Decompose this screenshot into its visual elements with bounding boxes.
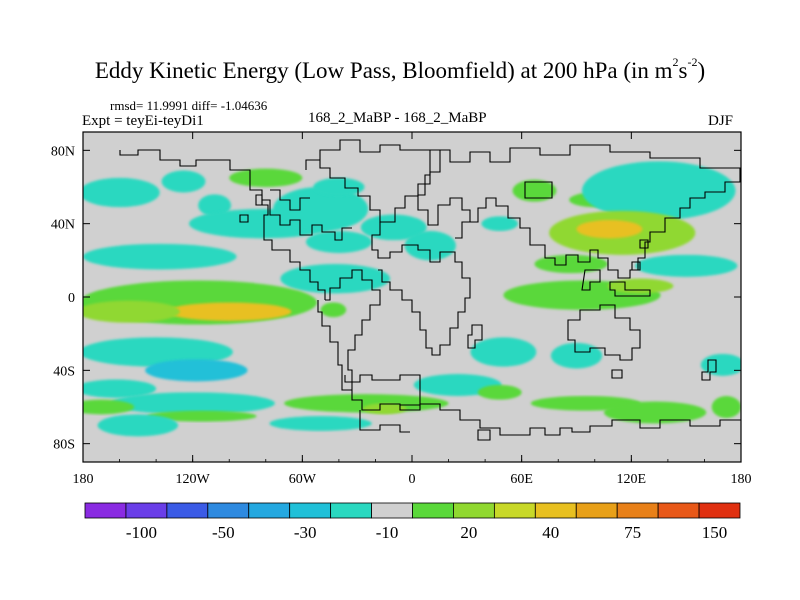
colorbar-box-5: [289, 502, 332, 519]
colorbar: -100 -50 -30 -10 20 40 75 150: [84, 502, 741, 542]
coastlines: [119, 139, 741, 441]
colorbar-box-6: [330, 502, 372, 519]
x-tick-label-1: 120W: [176, 472, 211, 487]
anomaly-region-12: [481, 216, 519, 232]
experiment-label: Expt = teyEi-teyDi1: [82, 113, 204, 129]
anomaly-region-23: [167, 302, 292, 321]
colorbar-box-15: [698, 502, 741, 519]
y-tick-label-0: 80N: [51, 144, 75, 159]
anomaly-region-18: [634, 254, 738, 277]
anomaly-region-42: [711, 396, 741, 418]
anomaly-region-35: [477, 385, 522, 400]
y-tick-label-4: 80S: [53, 438, 75, 453]
anomaly-region-11: [404, 231, 456, 261]
anomaly-region-9: [360, 214, 427, 241]
chart-title: Eddy Kinetic Energy (Low Pass, Bloomfiel…: [94, 55, 706, 83]
anomaly-region-31: [146, 410, 257, 422]
x-tick-label-0: 180: [73, 472, 94, 487]
anomaly-region-36: [284, 394, 449, 413]
anomaly-region-30: [83, 399, 135, 415]
colorbar-box-12: [575, 502, 618, 519]
colorbar-label-7: 150: [702, 523, 728, 542]
anomaly-region-25: [320, 302, 347, 318]
colorbar-box-1: [125, 502, 168, 519]
y-tick-label-3: 40S: [53, 364, 75, 379]
center-label: 168_2_MaBP - 168_2_MaBP: [308, 110, 487, 126]
stats-label: rmsd= 11.9991 diff= -1.04636: [110, 98, 268, 113]
colorbar-label-5: 40: [542, 523, 559, 542]
colorbar-label-4: 20: [460, 523, 477, 542]
x-tick-label-6: 180: [731, 472, 752, 487]
anomaly-region-21: [607, 278, 674, 294]
season-label: DJF: [708, 113, 734, 129]
anomaly-region-13: [512, 179, 557, 202]
anomaly-region-38: [97, 414, 179, 437]
anomaly-region-10: [313, 177, 365, 197]
anomaly-region-26: [83, 337, 233, 367]
colorbar-box-14: [657, 502, 700, 519]
anomaly-region-7: [305, 231, 372, 253]
colorbar-label-3: -10: [376, 523, 399, 542]
colorbar-box-11: [534, 502, 577, 519]
anomaly-region-39: [269, 416, 372, 431]
axes: 180 120W 60W 0 60E 120E 180 80N 40N 0 40S 80S: [51, 132, 752, 487]
anomaly-region-0: [83, 177, 160, 208]
x-tick-label-2: 60W: [289, 472, 317, 487]
anomaly-region-15: [581, 161, 736, 221]
colorbar-label-1: -50: [212, 523, 235, 542]
colorbar-label-0: -100: [126, 523, 157, 542]
colorbar-box-10: [493, 502, 536, 519]
colorbar-box-7: [371, 502, 413, 519]
x-tick-label-5: 120E: [617, 472, 647, 487]
anomaly-region-34: [550, 342, 603, 369]
anomaly-region-3: [229, 168, 303, 187]
anomaly-region-43: [700, 353, 741, 376]
colorbar-label-2: -30: [294, 523, 317, 542]
y-tick-label-1: 40N: [51, 218, 75, 233]
anomaly-region-24: [83, 300, 180, 323]
colorbar-box-13: [616, 502, 659, 519]
anomaly-region-1: [161, 170, 206, 193]
colorbar-box-0: [84, 502, 127, 519]
anomaly-region-8: [280, 264, 391, 294]
anomaly-region-41: [603, 401, 707, 424]
anomaly-region-19: [534, 254, 608, 274]
y-tick-label-2: 0: [68, 291, 75, 306]
x-tick-label-3: 0: [409, 472, 416, 487]
colorbar-box-3: [207, 502, 250, 519]
anomaly-region-28: [83, 379, 157, 398]
colorbar-box-2: [166, 502, 209, 519]
colorbar-label-6: 75: [624, 523, 641, 542]
x-tick-label-4: 60E: [510, 472, 533, 487]
anomaly-region-32: [470, 337, 537, 367]
anomaly-region-27: [145, 359, 248, 382]
anomaly-region-2: [198, 194, 232, 217]
colorbar-box-4: [248, 502, 291, 519]
anomaly-region-5: [83, 243, 237, 270]
anomaly-region-37: [362, 403, 407, 415]
anomaly-region-17: [576, 220, 643, 239]
colorbar-box-8: [412, 502, 454, 519]
anomaly-region-29: [110, 392, 275, 415]
anomaly-fields: [83, 161, 741, 437]
colorbar-box-9: [453, 502, 495, 519]
